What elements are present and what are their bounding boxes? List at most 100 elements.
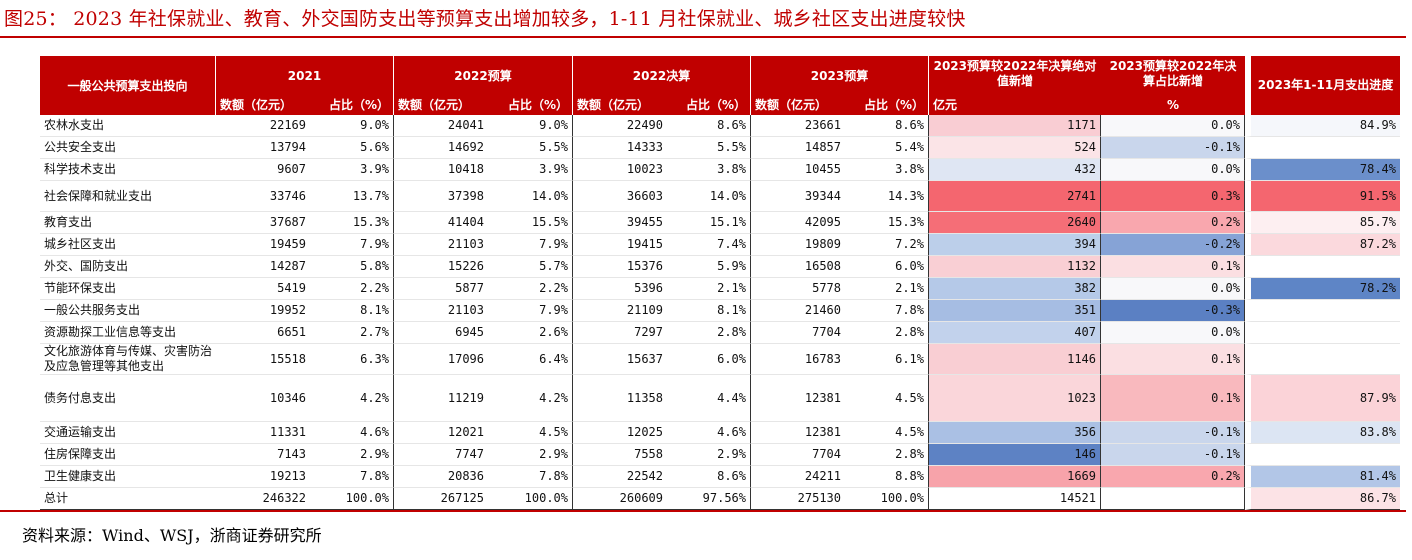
change-amount-header: 2023预算较2022年决算绝对值新增 xyxy=(929,56,1101,95)
cell-share-2022-final: 8.6% xyxy=(667,466,751,488)
cell-share-2022-budget: 14.0% xyxy=(488,181,573,212)
cell-amount-2022-final: 15637 xyxy=(573,344,667,375)
cell-amount-2022-final: 5396 xyxy=(573,278,667,300)
cell-amount-2022-budget: 21103 xyxy=(394,300,488,322)
cell-amount-2021: 37687 xyxy=(216,212,310,234)
cell-change-amount: 1171 xyxy=(929,115,1101,137)
cell-change-share: 0.1% xyxy=(1101,256,1245,278)
cell-change-share: 0.0% xyxy=(1101,322,1245,344)
cell-change-amount: 432 xyxy=(929,159,1101,181)
cell-share-2021: 3.9% xyxy=(310,159,394,181)
cell-share-2021: 6.3% xyxy=(310,344,394,375)
cell-share-2023-budget: 4.5% xyxy=(845,375,929,422)
table-row: 科学技术支出 9607 3.9% 10418 3.9% 10023 3.8% 10455 3.8… xyxy=(40,159,1400,181)
table-row: 一般公共服务支出 19952 8.1% 21103 7.9% 21109 8.1% 21460… xyxy=(40,300,1400,322)
cell-amount-2021: 19213 xyxy=(216,466,310,488)
cell-amount-2022-budget: 21103 xyxy=(394,234,488,256)
cell-amount-2023-budget: 42095 xyxy=(751,212,845,234)
sub-header-amount: 数额（亿元） xyxy=(394,95,488,115)
cell-progress: 81.4% xyxy=(1245,466,1400,488)
cell-share-2022-final: 97.56% xyxy=(667,488,751,510)
cell-amount-2022-budget: 12021 xyxy=(394,422,488,444)
cell-share-2021: 4.6% xyxy=(310,422,394,444)
cell-share-2021: 2.9% xyxy=(310,444,394,466)
cell-share-2022-budget: 6.4% xyxy=(488,344,573,375)
cell-share-2023-budget: 7.2% xyxy=(845,234,929,256)
cell-share-2022-budget: 100.0% xyxy=(488,488,573,510)
cell-share-2022-final: 5.5% xyxy=(667,137,751,159)
cell-share-2022-budget: 3.9% xyxy=(488,159,573,181)
cell-change-amount: 2741 xyxy=(929,181,1101,212)
cell-amount-2022-final: 260609 xyxy=(573,488,667,510)
cell-share-2022-final: 4.4% xyxy=(667,375,751,422)
cell-share-2022-budget: 7.8% xyxy=(488,466,573,488)
cell-share-2022-final: 2.9% xyxy=(667,444,751,466)
cell-progress: 84.9% xyxy=(1245,115,1400,137)
cell-share-2022-final: 7.4% xyxy=(667,234,751,256)
cell-share-2023-budget: 2.8% xyxy=(845,444,929,466)
cell-amount-2023-budget: 5778 xyxy=(751,278,845,300)
sub-header-share: 占比（%） xyxy=(488,95,573,115)
cell-amount-2022-final: 10023 xyxy=(573,159,667,181)
footer-rule xyxy=(0,510,1406,512)
cell-share-2023-budget: 8.8% xyxy=(845,466,929,488)
cell-share-2023-budget: 7.8% xyxy=(845,300,929,322)
cell-share-2022-budget: 5.5% xyxy=(488,137,573,159)
cell-progress xyxy=(1245,344,1400,375)
cell-share-2021: 7.9% xyxy=(310,234,394,256)
table-row: 债务付息支出 10346 4.2% 11219 4.2% 11358 4.4% 12381 4.… xyxy=(40,375,1400,422)
cell-change-share: 0.0% xyxy=(1101,159,1245,181)
cell-amount-2021: 15518 xyxy=(216,344,310,375)
cell-change-share: -0.1% xyxy=(1101,422,1245,444)
cell-change-share: 0.1% xyxy=(1101,344,1245,375)
change-amount-unit: 亿元 xyxy=(929,95,1101,115)
cell-change-amount: 394 xyxy=(929,234,1101,256)
sub-header-share: 占比（%） xyxy=(310,95,394,115)
sub-header-amount: 数额（亿元） xyxy=(573,95,667,115)
cell-change-amount: 1132 xyxy=(929,256,1101,278)
table-row: 外交、国防支出 14287 5.8% 15226 5.7% 15376 5.9% 16508 6… xyxy=(40,256,1400,278)
cell-amount-2022-budget: 267125 xyxy=(394,488,488,510)
cell-share-2022-budget: 2.9% xyxy=(488,444,573,466)
cell-amount-2022-final: 15376 xyxy=(573,256,667,278)
cell-amount-2021: 5419 xyxy=(216,278,310,300)
table-row: 公共安全支出 13794 5.6% 14692 5.5% 14333 5.5% 14857 5.… xyxy=(40,137,1400,159)
cell-share-2021: 9.0% xyxy=(310,115,394,137)
cell-name: 节能环保支出 xyxy=(40,278,216,300)
cell-amount-2023-budget: 12381 xyxy=(751,422,845,444)
cell-amount-2022-final: 22490 xyxy=(573,115,667,137)
cell-share-2022-final: 3.8% xyxy=(667,159,751,181)
cell-amount-2023-budget: 275130 xyxy=(751,488,845,510)
cell-share-2022-final: 8.1% xyxy=(667,300,751,322)
cell-amount-2021: 9607 xyxy=(216,159,310,181)
cell-name: 文化旅游体育与传媒、灾害防治及应急管理等其他支出 xyxy=(40,344,216,375)
cell-amount-2021: 246322 xyxy=(216,488,310,510)
cell-name: 社会保障和就业支出 xyxy=(40,181,216,212)
cell-progress xyxy=(1245,300,1400,322)
cell-share-2022-budget: 15.5% xyxy=(488,212,573,234)
cell-share-2023-budget: 100.0% xyxy=(845,488,929,510)
cell-share-2023-budget: 15.3% xyxy=(845,212,929,234)
cell-amount-2021: 13794 xyxy=(216,137,310,159)
cell-change-share: -0.1% xyxy=(1101,137,1245,159)
cell-change-amount: 1669 xyxy=(929,466,1101,488)
cell-progress: 78.2% xyxy=(1245,278,1400,300)
cell-name: 科学技术支出 xyxy=(40,159,216,181)
cell-name: 卫生健康支出 xyxy=(40,466,216,488)
cell-change-share: 0.0% xyxy=(1101,278,1245,300)
cell-amount-2022-final: 14333 xyxy=(573,137,667,159)
cell-amount-2022-final: 19415 xyxy=(573,234,667,256)
cell-amount-2022-final: 36603 xyxy=(573,181,667,212)
cell-change-amount: 2640 xyxy=(929,212,1101,234)
cell-progress: 87.2% xyxy=(1245,234,1400,256)
cell-share-2022-budget: 9.0% xyxy=(488,115,573,137)
cell-share-2021: 4.2% xyxy=(310,375,394,422)
cell-share-2022-final: 6.0% xyxy=(667,344,751,375)
figure-title: 图25： 2023 年社保就业、教育、外交国防支出等预算支出增加较多，1-11 … xyxy=(4,8,966,30)
cell-amount-2023-budget: 24211 xyxy=(751,466,845,488)
cell-share-2021: 7.8% xyxy=(310,466,394,488)
cell-name: 外交、国防支出 xyxy=(40,256,216,278)
cell-amount-2021: 19459 xyxy=(216,234,310,256)
group-header-2022-budget: 2022预算 xyxy=(394,56,573,95)
sub-header-amount: 数额（亿元） xyxy=(751,95,845,115)
